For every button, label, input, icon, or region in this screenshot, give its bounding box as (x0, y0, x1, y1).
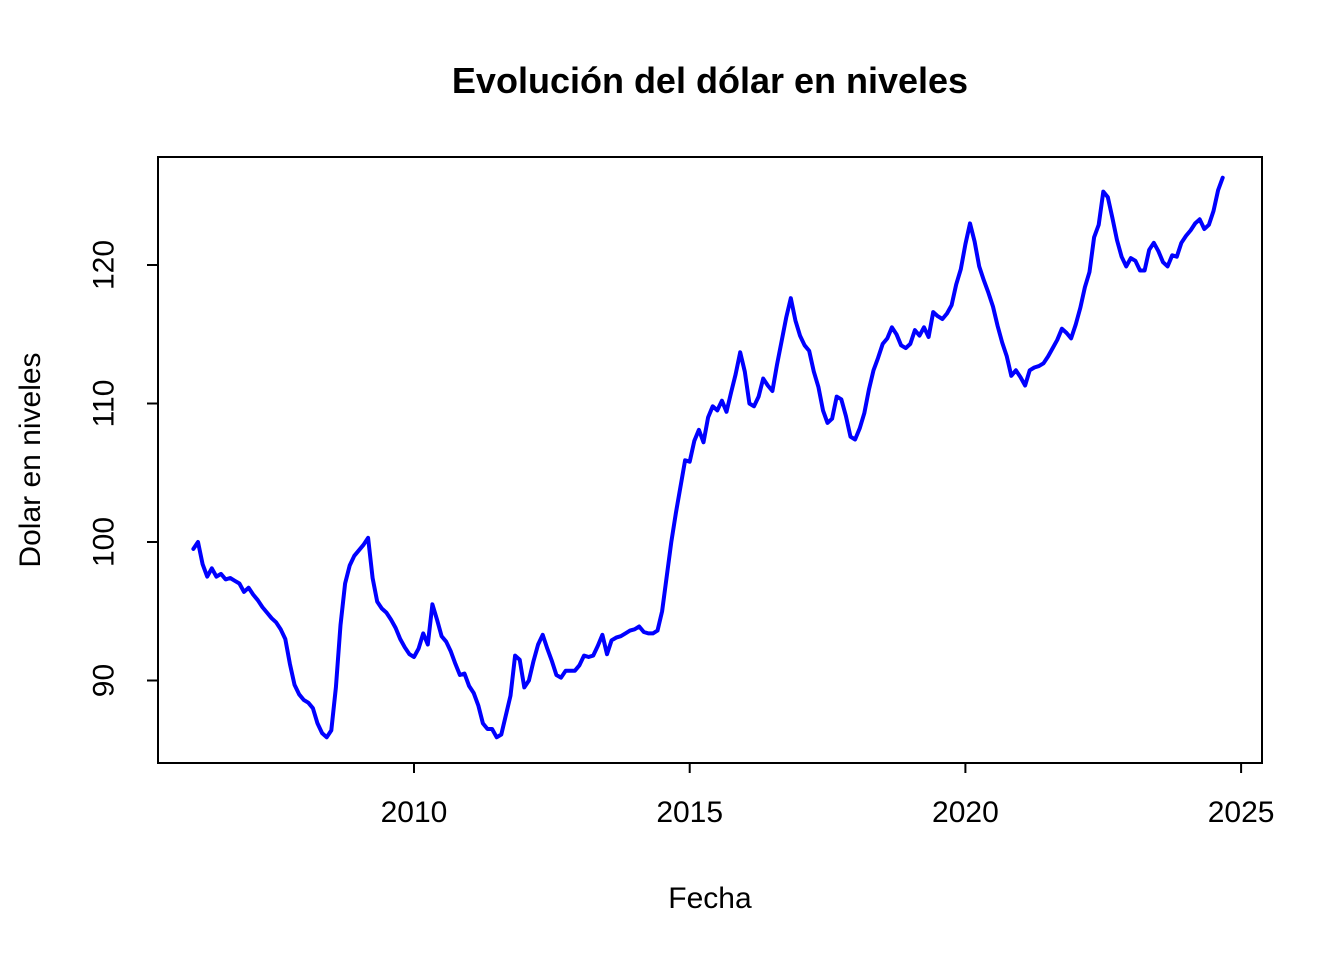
chart-title: Evolución del dólar en niveles (452, 60, 968, 101)
y-axis-tick-label: 90 (88, 664, 121, 697)
x-axis-tick-label: 2015 (656, 796, 723, 829)
y-axis-tick-label: 100 (88, 517, 121, 567)
x-axis-tick-label: 2010 (381, 796, 448, 829)
x-axis: 2010 2015 2020 2025 (381, 763, 1275, 829)
y-axis-title: Dolar en niveles (14, 352, 47, 567)
y-axis-tick-label: 120 (88, 240, 121, 290)
x-axis-tick-label: 2025 (1208, 796, 1275, 829)
y-axis-tick-label: 110 (88, 380, 121, 428)
x-axis-title: Fecha (668, 882, 752, 915)
plot-border (157, 156, 1263, 764)
dollar-series-line (191, 175, 1225, 740)
x-axis-tick-label: 2020 (932, 796, 999, 829)
y-axis: 90 100 110 120 (88, 240, 157, 697)
